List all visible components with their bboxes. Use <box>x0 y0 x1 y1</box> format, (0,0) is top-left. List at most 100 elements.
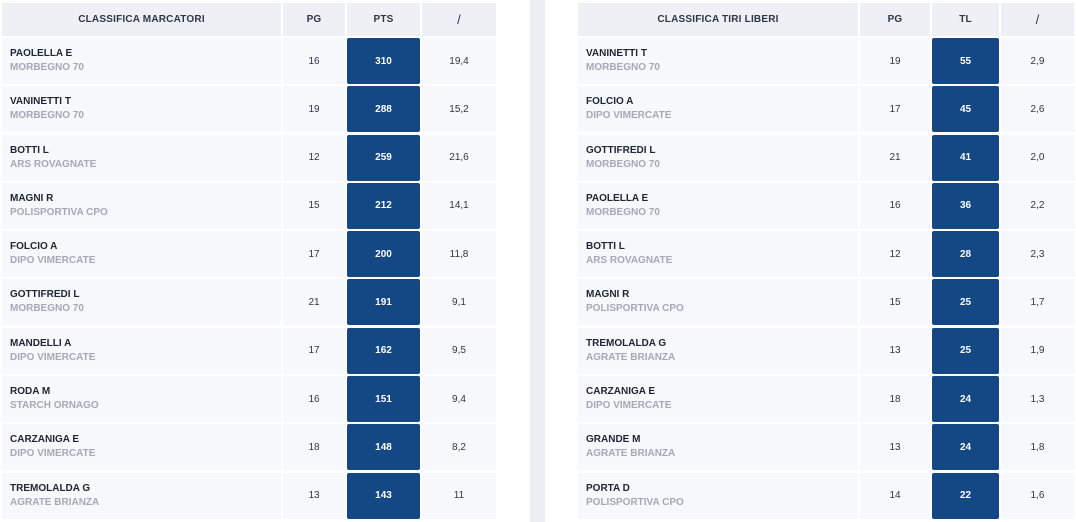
team-name: POLISPORTIVA CPO <box>586 303 684 315</box>
table-row: VANINETTI T MORBEGNO 70 19 55 2,9 <box>578 38 1074 84</box>
table-row: PORTA D POLISPORTIVA CPO 14 22 1,6 <box>578 472 1074 519</box>
player-cell[interactable]: PAOLELLA E MORBEGNO 70 <box>2 38 281 84</box>
player-name[interactable]: TREMOLALDA G <box>586 337 667 349</box>
player-name[interactable]: GOTTIFREDI L <box>10 289 80 301</box>
player-name[interactable]: VANINETTI T <box>586 48 647 59</box>
player-cell[interactable]: VANINETTI T MORBEGNO 70 <box>578 38 858 84</box>
player-cell[interactable]: TREMOLALDA G AGRATE BRIANZA <box>2 472 281 519</box>
player-name[interactable]: FOLCIO A <box>586 96 634 108</box>
team-name: AGRATE BRIANZA <box>10 496 100 508</box>
player-cell[interactable]: MAGNI R POLISPORTIVA CPO <box>578 279 858 326</box>
highlighted-value-cell: 24 <box>932 376 999 423</box>
team-name: MORBEGNO 70 <box>10 303 84 315</box>
player-name[interactable]: MAGNI R <box>586 289 630 301</box>
average-cell: 9,4 <box>422 376 496 423</box>
table-row: FOLCIO A DIPO VIMERCATE 17 200 11,8 <box>2 231 496 278</box>
player-name[interactable]: RODA M <box>10 386 51 398</box>
average-cell: 8,2 <box>422 424 496 471</box>
column-header-average[interactable]: / <box>1001 3 1074 36</box>
average-cell: 1,3 <box>1001 376 1074 423</box>
player-cell[interactable]: MANDELLI A DIPO VIMERCATE <box>2 327 281 374</box>
games-played-cell: 17 <box>283 231 345 278</box>
scorers-table: CLASSIFICA MARCATORI PG PTS / PAOLELLA E… <box>2 3 496 521</box>
games-played-cell: 19 <box>283 86 345 133</box>
player-name[interactable]: VANINETTI T <box>10 96 71 108</box>
average-cell: 15,2 <box>422 86 496 133</box>
player-cell[interactable]: GOTTIFREDI L MORBEGNO 70 <box>2 279 281 326</box>
games-played-cell: 12 <box>283 134 345 181</box>
average-cell: 14,1 <box>422 182 496 229</box>
highlighted-value-cell: 25 <box>932 327 999 374</box>
table-row: FOLCIO A DIPO VIMERCATE 17 45 2,6 <box>578 86 1074 133</box>
player-cell[interactable]: FOLCIO A DIPO VIMERCATE <box>578 86 858 133</box>
player-cell[interactable]: VANINETTI T MORBEGNO 70 <box>2 86 281 133</box>
player-name[interactable]: BOTTI L <box>586 241 625 253</box>
average-cell: 1,8 <box>1001 424 1074 471</box>
player-cell[interactable]: CARZANIGA E DIPO VIMERCATE <box>578 376 858 423</box>
table-row: CARZANIGA E DIPO VIMERCATE 18 24 1,3 <box>578 376 1074 423</box>
column-header-classification[interactable]: CLASSIFICA TIRI LIBERI <box>578 3 858 36</box>
player-cell[interactable]: PORTA D POLISPORTIVA CPO <box>578 472 858 519</box>
average-cell: 1,6 <box>1001 472 1074 519</box>
player-cell[interactable]: PAOLELLA E MORBEGNO 70 <box>578 182 858 229</box>
player-name[interactable]: FOLCIO A <box>10 241 58 253</box>
player-name[interactable]: PORTA D <box>586 482 630 494</box>
average-cell: 19,4 <box>422 38 496 84</box>
table-row: PAOLELLA E MORBEGNO 70 16 36 2,2 <box>578 182 1074 229</box>
free-throws-table-header: CLASSIFICA TIRI LIBERI PG TL / <box>578 3 1074 36</box>
player-cell[interactable]: GRANDE M AGRATE BRIANZA <box>578 424 858 471</box>
player-cell[interactable]: MAGNI R POLISPORTIVA CPO <box>2 182 281 229</box>
player-name[interactable]: CARZANIGA E <box>10 434 80 446</box>
table-row: TREMOLALDA G AGRATE BRIANZA 13 25 1,9 <box>578 327 1074 374</box>
column-header-games-played[interactable]: PG <box>283 3 345 36</box>
games-played-cell: 13 <box>860 424 930 471</box>
highlighted-value-cell: 288 <box>347 86 420 133</box>
average-cell: 2,3 <box>1001 231 1074 278</box>
player-cell[interactable]: TREMOLALDA G AGRATE BRIANZA <box>578 327 858 374</box>
player-name[interactable]: MAGNI R <box>10 192 54 204</box>
player-name[interactable]: MANDELLI A <box>10 337 72 349</box>
table-row: MANDELLI A DIPO VIMERCATE 17 162 9,5 <box>2 327 496 374</box>
team-name: STARCH ORNAGO <box>10 400 99 412</box>
player-cell[interactable]: BOTTI L ARS ROVAGNATE <box>578 231 858 278</box>
team-name: DIPO VIMERCATE <box>586 400 672 412</box>
player-cell[interactable]: FOLCIO A DIPO VIMERCATE <box>2 231 281 278</box>
player-name[interactable]: PAOLELLA E <box>586 192 649 204</box>
highlighted-value-cell: 45 <box>932 86 999 133</box>
player-name[interactable]: BOTTI L <box>10 144 49 156</box>
average-cell: 9,1 <box>422 279 496 326</box>
player-cell[interactable]: CARZANIGA E DIPO VIMERCATE <box>2 424 281 471</box>
games-played-cell: 15 <box>283 182 345 229</box>
scorers-table-header: CLASSIFICA MARCATORI PG PTS / <box>2 3 496 36</box>
player-name[interactable]: GRANDE M <box>586 434 641 446</box>
highlighted-value-cell: 310 <box>347 38 420 84</box>
team-name: MORBEGNO 70 <box>586 62 660 73</box>
column-header-classification[interactable]: CLASSIFICA MARCATORI <box>2 3 281 36</box>
games-played-cell: 12 <box>860 231 930 278</box>
highlighted-value-cell: 28 <box>932 231 999 278</box>
highlighted-value-cell: 259 <box>347 134 420 181</box>
table-row: VANINETTI T MORBEGNO 70 19 288 15,2 <box>2 86 496 133</box>
player-cell[interactable]: BOTTI L ARS ROVAGNATE <box>2 134 281 181</box>
player-name[interactable]: CARZANIGA E <box>586 386 656 398</box>
highlighted-value-cell: 162 <box>347 327 420 374</box>
team-name: AGRATE BRIANZA <box>586 448 676 460</box>
highlighted-value-cell: 55 <box>932 38 999 84</box>
player-name[interactable]: PAOLELLA E <box>10 48 73 59</box>
column-header-average[interactable]: / <box>422 3 496 36</box>
player-cell[interactable]: GOTTIFREDI L MORBEGNO 70 <box>578 134 858 181</box>
team-name: ARS ROVAGNATE <box>10 158 97 170</box>
highlighted-value-cell: 151 <box>347 376 420 423</box>
games-played-cell: 19 <box>860 38 930 84</box>
games-played-cell: 17 <box>860 86 930 133</box>
table-row: GOTTIFREDI L MORBEGNO 70 21 41 2,0 <box>578 134 1074 181</box>
player-name[interactable]: TREMOLALDA G <box>10 482 91 494</box>
highlighted-value-cell: 212 <box>347 182 420 229</box>
highlighted-value-cell: 191 <box>347 279 420 326</box>
column-header-points[interactable]: PTS <box>347 3 420 36</box>
column-header-games-played[interactable]: PG <box>860 3 930 36</box>
player-name[interactable]: GOTTIFREDI L <box>586 144 656 156</box>
player-cell[interactable]: RODA M STARCH ORNAGO <box>2 376 281 423</box>
column-header-free-throws[interactable]: TL <box>932 3 999 36</box>
table-row: GRANDE M AGRATE BRIANZA 13 24 1,8 <box>578 424 1074 471</box>
